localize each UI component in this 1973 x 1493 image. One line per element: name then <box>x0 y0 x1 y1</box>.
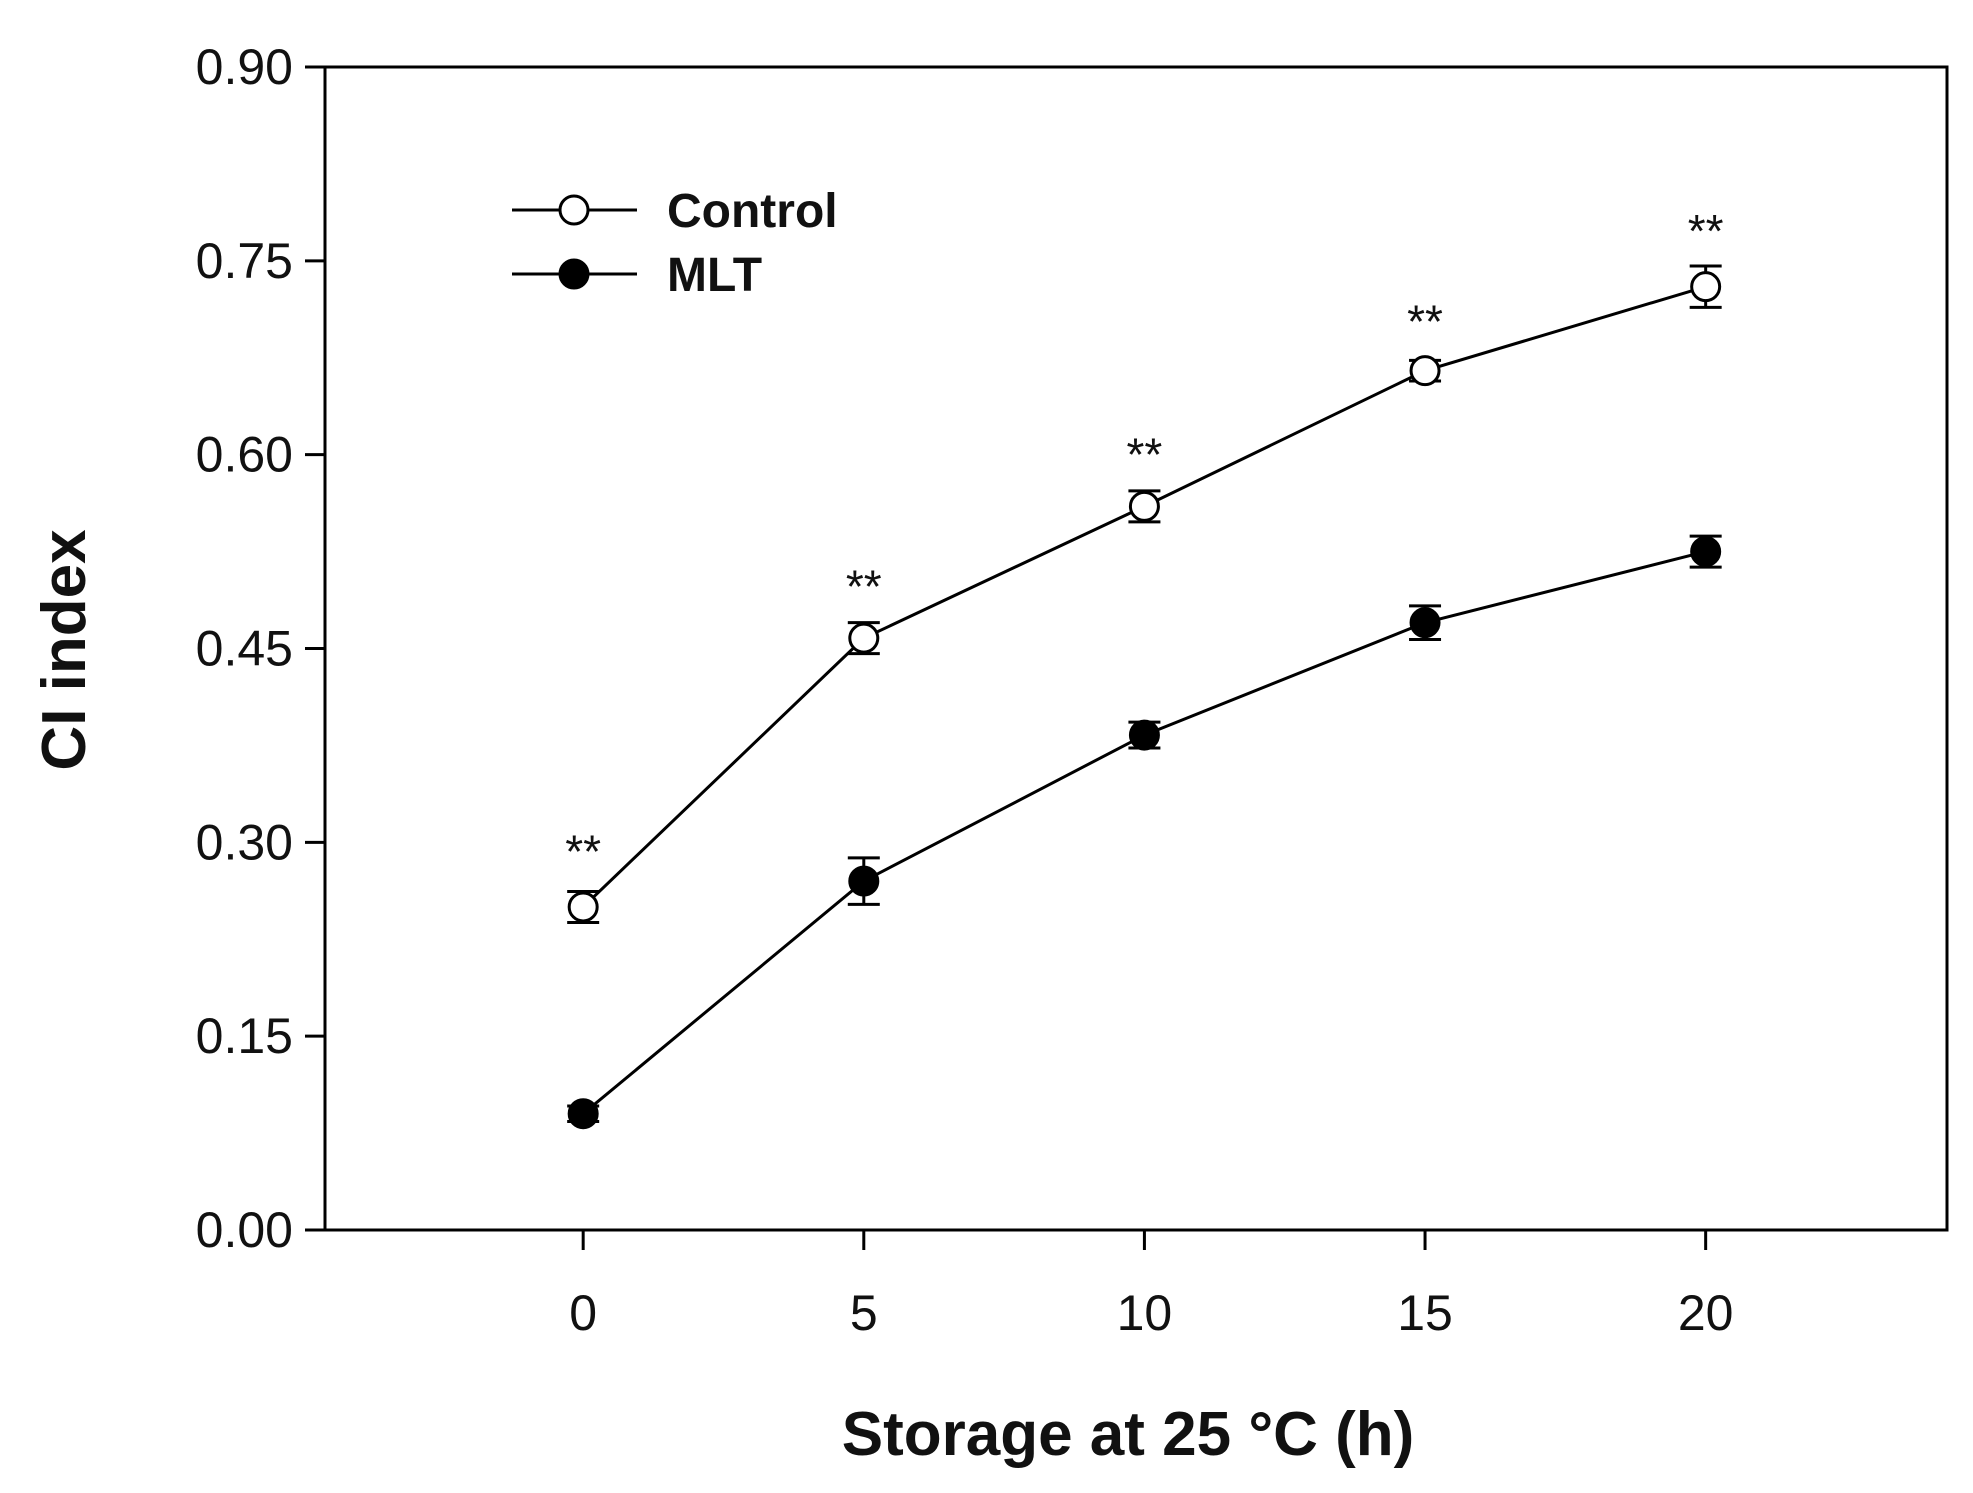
legend-marker <box>558 194 590 226</box>
x-tick-label: 15 <box>1397 1285 1453 1341</box>
legend-marker <box>558 258 590 290</box>
series-line <box>582 285 1707 909</box>
legend-item-mlt: MLT <box>512 249 762 302</box>
series-line <box>582 550 1707 1115</box>
data-point <box>1690 271 1722 303</box>
y-tick-label: 0.75 <box>196 233 293 289</box>
x-axis-title: Storage at 25 °C (h) <box>842 1400 1415 1469</box>
legend: Control MLT <box>512 185 838 302</box>
data-point <box>567 1098 599 1130</box>
y-axis-title: CI index <box>30 529 99 771</box>
data-point <box>1690 536 1722 568</box>
data-point <box>567 891 599 923</box>
data-point <box>1409 607 1441 639</box>
legend-label: Control <box>667 185 838 238</box>
x-tick-label: 5 <box>850 1285 878 1341</box>
axes: 0.00 0.15 0.30 0.45 0.60 0.75 0.90 0 5 10 15 20 <box>196 39 1734 1341</box>
y-tick-label: 0.15 <box>196 1008 293 1064</box>
data-point <box>1128 490 1160 522</box>
x-tick-label: 10 <box>1117 1285 1173 1341</box>
x-tick-label: 0 <box>569 1285 597 1341</box>
legend-item-control: Control <box>512 185 838 238</box>
x-tick-label: 20 <box>1678 1285 1734 1341</box>
series-mlt <box>567 534 1722 1130</box>
significance-label: ** <box>846 560 882 612</box>
data-point <box>1409 355 1441 387</box>
data-point <box>848 622 880 654</box>
y-tick-label: 0.90 <box>196 39 293 95</box>
data-point <box>848 865 880 897</box>
data-point <box>1128 719 1160 751</box>
significance-annotations: ** ** ** ** ** <box>565 205 1723 877</box>
y-tick-label: 0.00 <box>196 1202 293 1258</box>
series-layer <box>567 264 1722 1130</box>
y-tick-label: 0.30 <box>196 814 293 870</box>
significance-label: ** <box>1688 205 1724 257</box>
y-tick-label: 0.60 <box>196 427 293 483</box>
significance-label: ** <box>565 825 601 877</box>
series-control <box>567 264 1722 924</box>
significance-label: ** <box>1407 296 1443 348</box>
significance-label: ** <box>1127 429 1163 481</box>
y-tick-label: 0.45 <box>196 621 293 677</box>
legend-label: MLT <box>667 249 762 302</box>
